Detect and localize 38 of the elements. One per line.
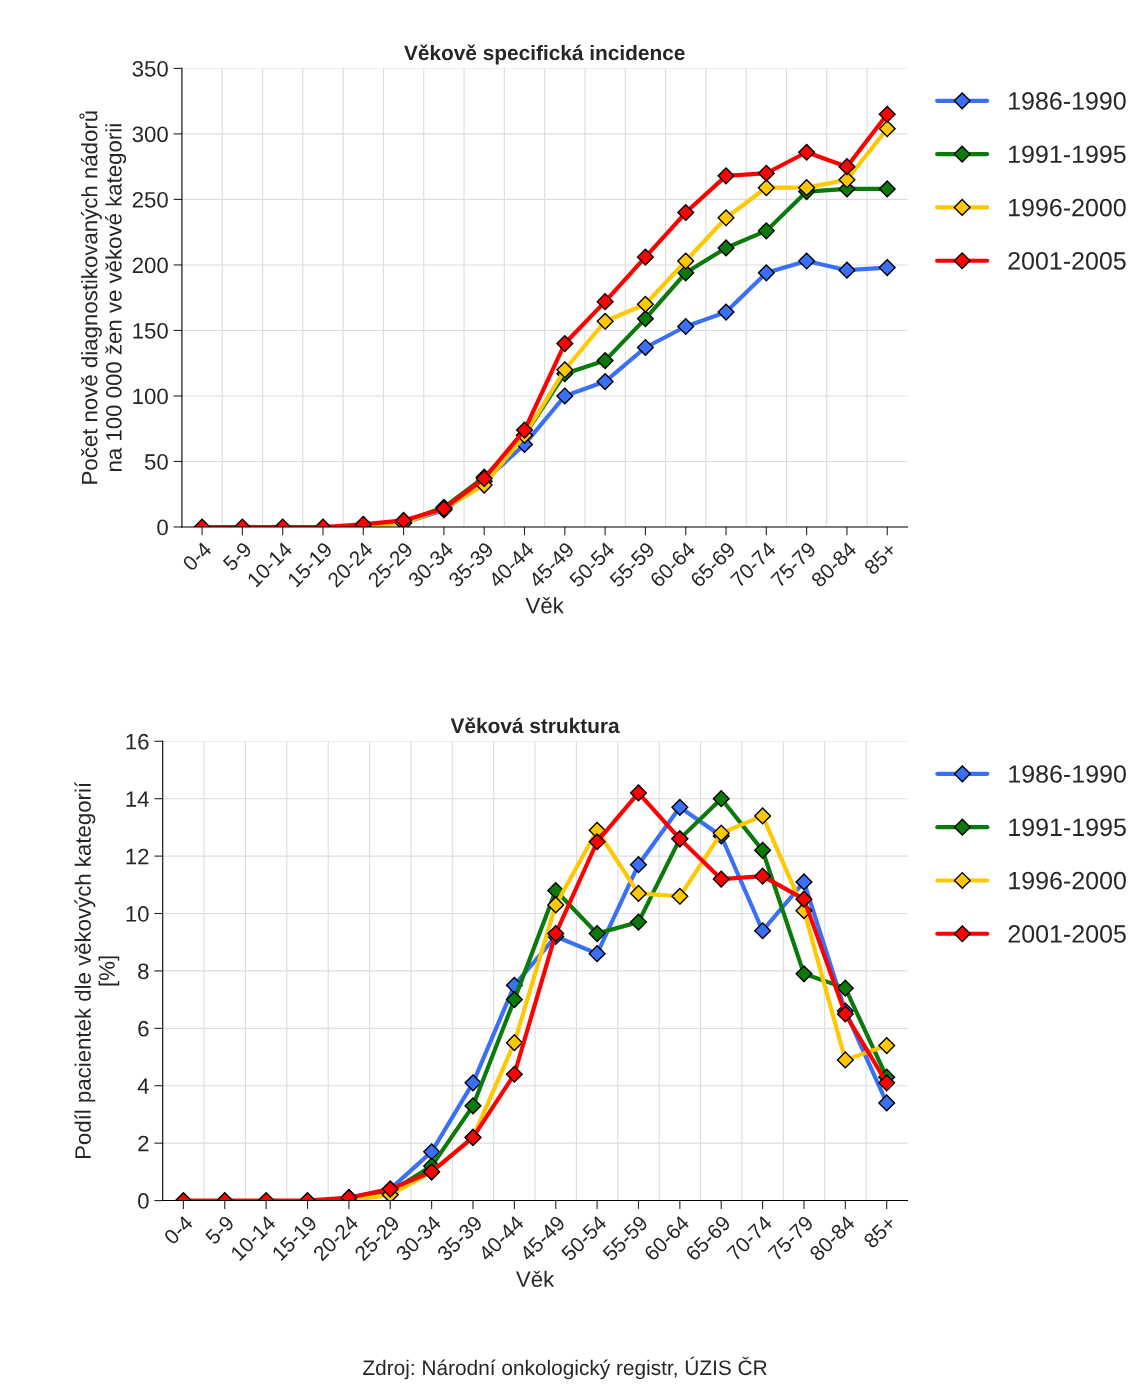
legend-label: 2001-2005	[1008, 252, 1126, 270]
y-tick-label: 14	[126, 791, 149, 807]
x-tick-label: 0-4	[181, 541, 213, 572]
x-tick-label: 5-9	[222, 541, 253, 572]
y-axis-title: Podíl pacientek dle věkových kategorií [%]	[74, 782, 120, 1159]
y-tick-label: 250	[132, 191, 168, 208]
y-tick-label: 200	[132, 257, 168, 274]
x-tick-label: 85+	[862, 1214, 897, 1249]
y-tick-label: 8	[138, 963, 149, 980]
chart-title: Věková struktura	[450, 717, 620, 734]
legend-label: 1986-1990	[1009, 765, 1126, 783]
y-tick-label: 50	[144, 454, 168, 470]
y-tick-label: 350	[132, 60, 168, 77]
legend-label: 1991-1995	[1009, 818, 1126, 837]
legend-label: 1996-2000	[1009, 198, 1126, 217]
y-tick-label: 6	[138, 1020, 149, 1037]
y-tick-label: 12	[126, 848, 149, 865]
y-tick-label: 4	[137, 1078, 149, 1094]
y-tick-label: 0	[138, 1193, 149, 1209]
text: Zdroj: Národní onkologický registr, ÚZIS ČR	[363, 1356, 767, 1380]
y-tick-label: 150	[133, 322, 168, 339]
y-tick-label: 100	[133, 388, 168, 405]
legend-label: 1996-2000	[1009, 871, 1126, 890]
x-tick-label: 5-9	[204, 1214, 235, 1246]
x-tick-label: 0-4	[163, 1214, 194, 1246]
legend-label: 1986-1990	[1009, 92, 1126, 110]
legend-label: 2001-2005	[1008, 925, 1126, 943]
x-axis-title: Věk	[525, 597, 564, 614]
chart-title: Věkově specifická incidence	[404, 44, 685, 65]
y-tick-label: 2	[138, 1135, 149, 1152]
y-tick-label: 300	[132, 126, 168, 143]
y-axis-title: Počet nově diagnostikovaných nádorů na 100 000 žen ve věkové kategorii	[79, 111, 127, 484]
x-axis-title: Věk	[516, 1270, 555, 1288]
y-tick-label: 16	[126, 733, 149, 750]
legend-label: 1991-1995	[1009, 145, 1126, 164]
x-tick-label: 85+	[863, 541, 898, 576]
y-tick-label: 10	[126, 906, 149, 922]
y-tick-label: 0	[157, 519, 168, 536]
